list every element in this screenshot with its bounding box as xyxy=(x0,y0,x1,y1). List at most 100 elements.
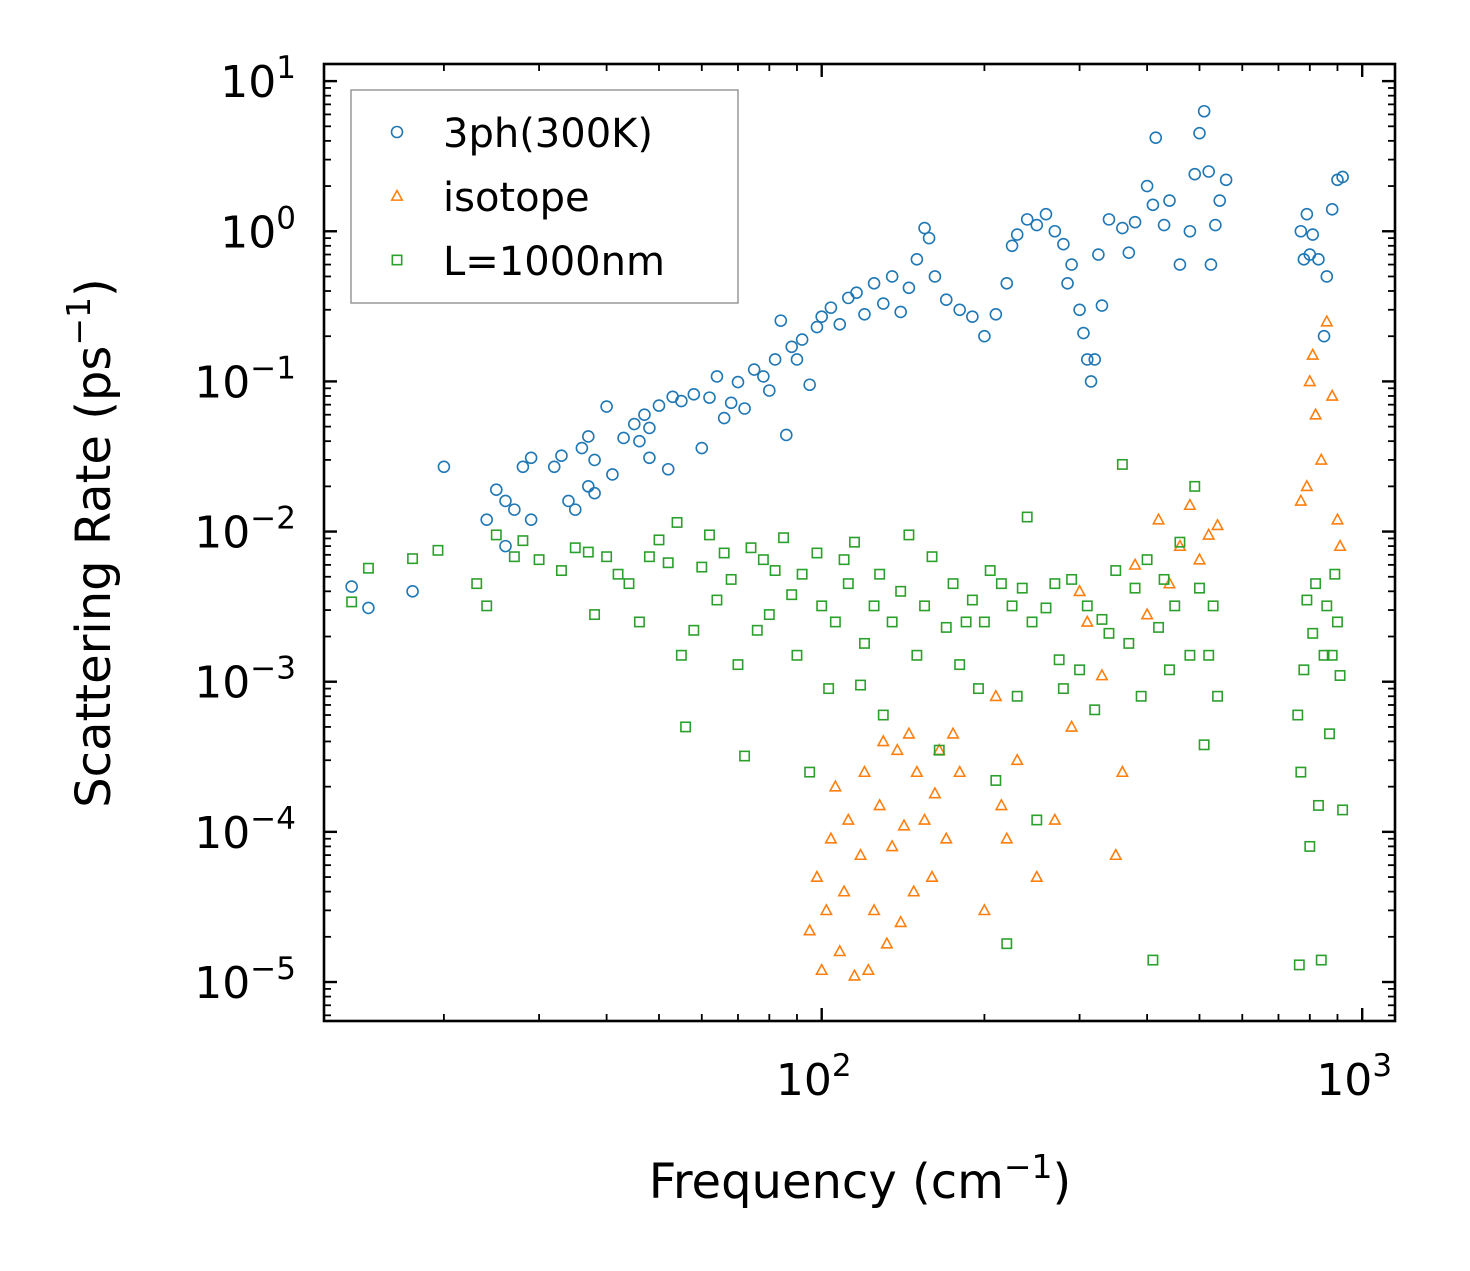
data-point xyxy=(1089,704,1101,716)
data-point xyxy=(1016,582,1028,594)
axis-ticks xyxy=(324,64,1395,1021)
data-point xyxy=(612,568,624,580)
data-point xyxy=(696,561,708,573)
legend-marker-square xyxy=(391,254,403,266)
data-point xyxy=(1057,683,1069,695)
data-point xyxy=(1147,954,1159,966)
data-point xyxy=(1300,479,1314,492)
legend-label: L=1000nm xyxy=(443,239,665,285)
data-point xyxy=(940,621,952,633)
data-point xyxy=(588,486,601,500)
x-tick-label: 103 xyxy=(1316,1048,1392,1106)
data-point xyxy=(1080,353,1094,366)
data-point xyxy=(902,281,916,295)
data-point xyxy=(1317,329,1331,343)
data-point xyxy=(1158,573,1170,585)
data-point xyxy=(954,659,966,671)
data-point xyxy=(778,532,790,544)
data-point xyxy=(1183,497,1197,511)
data-point xyxy=(824,831,838,844)
data-point xyxy=(1295,766,1307,778)
data-point xyxy=(1204,258,1218,271)
data-point xyxy=(841,812,855,825)
data-point xyxy=(1116,221,1129,235)
data-point xyxy=(1198,739,1210,751)
data-point xyxy=(731,375,745,389)
data-point xyxy=(582,480,595,493)
data-point xyxy=(704,529,715,541)
data-point xyxy=(903,529,915,541)
data-point xyxy=(362,601,375,615)
y-tick-label: 100 xyxy=(220,200,296,258)
data-point xyxy=(1095,668,1109,681)
data-point xyxy=(858,307,871,321)
data-point xyxy=(816,600,828,612)
data-point xyxy=(1294,493,1308,506)
data-point xyxy=(907,884,921,897)
data-point xyxy=(823,683,835,695)
data-point xyxy=(953,764,967,778)
data-point xyxy=(407,553,419,565)
data-point xyxy=(1088,353,1102,366)
data-point xyxy=(568,503,582,516)
data-point xyxy=(885,839,899,852)
data-point xyxy=(928,270,942,283)
data-point xyxy=(1189,480,1201,492)
data-point xyxy=(1330,512,1345,525)
data-point xyxy=(1293,959,1305,971)
y-tick-label: 10−5 xyxy=(194,951,296,1009)
data-point xyxy=(1193,126,1206,140)
data-point xyxy=(718,547,730,559)
data-point xyxy=(437,460,451,474)
data-point xyxy=(897,818,911,831)
data-point xyxy=(652,399,666,412)
data-point xyxy=(837,884,851,897)
data-point xyxy=(345,580,358,593)
data-point xyxy=(966,594,978,606)
data-point xyxy=(910,253,924,266)
data-point xyxy=(1164,664,1175,676)
data-point xyxy=(880,936,894,949)
data-point xyxy=(1080,614,1094,627)
data-point xyxy=(725,573,737,585)
data-point xyxy=(1301,594,1313,606)
data-point xyxy=(946,726,960,739)
data-point xyxy=(953,303,966,317)
data-point xyxy=(1061,277,1074,290)
data-point xyxy=(680,721,692,733)
data-point xyxy=(562,494,575,508)
data-point xyxy=(1203,649,1215,661)
data-point xyxy=(939,831,953,844)
data-point xyxy=(1304,840,1316,852)
data-point xyxy=(703,391,716,404)
data-point xyxy=(1315,954,1327,966)
data-point xyxy=(1331,616,1343,628)
x-tick-label: 102 xyxy=(776,1048,852,1106)
data-point xyxy=(627,417,641,431)
data-point xyxy=(895,585,907,597)
data-point xyxy=(633,434,646,448)
data-point xyxy=(842,578,854,590)
data-point xyxy=(1184,649,1196,661)
data-point xyxy=(977,903,991,916)
series-1 xyxy=(803,314,1347,981)
data-point xyxy=(1095,299,1109,312)
data-point xyxy=(804,766,816,778)
y-tick-label: 10−2 xyxy=(194,501,296,559)
data-point xyxy=(569,542,581,554)
data-point xyxy=(828,779,842,792)
data-point xyxy=(1300,207,1314,221)
data-point xyxy=(1212,690,1224,702)
data-point xyxy=(877,709,889,721)
data-point xyxy=(1021,511,1033,523)
data-point xyxy=(582,430,595,443)
data-point xyxy=(925,869,939,882)
data-point xyxy=(1129,582,1141,594)
data-point xyxy=(885,270,899,283)
data-point xyxy=(688,624,700,636)
data-point xyxy=(751,624,763,636)
data-point xyxy=(1103,627,1115,639)
data-point xyxy=(362,562,374,574)
data-point xyxy=(1011,690,1023,702)
data-point xyxy=(732,659,744,671)
